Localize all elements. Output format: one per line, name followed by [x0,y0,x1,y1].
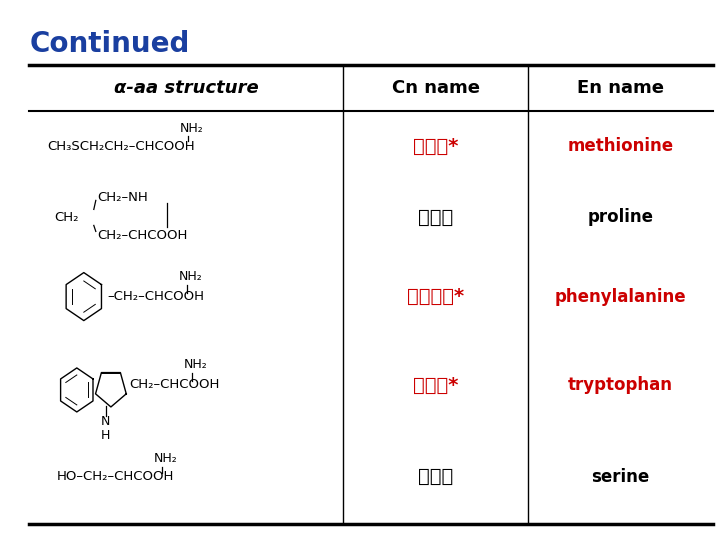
Text: 丝氨酸: 丝氨酸 [418,467,454,486]
Text: H: H [102,429,111,442]
Text: En name: En name [577,79,664,97]
Text: 脓氨酸: 脓氨酸 [418,208,454,227]
Text: N: N [102,415,111,428]
Text: CH₂: CH₂ [54,211,78,224]
Text: methionine: methionine [567,137,673,156]
Text: 苯丙氨酸*: 苯丙氨酸* [408,287,464,306]
Text: proline: proline [588,208,654,226]
Text: Cn name: Cn name [392,79,480,97]
Text: –CH₂–CHCOOH: –CH₂–CHCOOH [107,290,204,303]
Text: CH₂–NH: CH₂–NH [96,191,148,204]
Text: Continued: Continued [30,30,190,58]
Text: HO–CH₂–CHCOOH: HO–CH₂–CHCOOH [57,470,174,483]
Text: tryptophan: tryptophan [568,376,673,394]
Text: phenylalanine: phenylalanine [554,288,686,306]
Text: CH₂–CHCOOH: CH₂–CHCOOH [129,379,220,392]
Text: NH₂: NH₂ [179,270,203,283]
Text: NH₂: NH₂ [184,359,208,372]
Text: NH₂: NH₂ [180,122,204,135]
Text: NH₂: NH₂ [154,453,178,465]
Text: 色氨酸*: 色氨酸* [413,375,459,394]
Text: 蛋氨酸*: 蛋氨酸* [413,137,459,156]
Text: CH₃SCH₂CH₂–CHCOOH: CH₃SCH₂CH₂–CHCOOH [47,140,194,153]
Text: α-aa structure: α-aa structure [114,79,258,97]
Text: CH₂–CHCOOH: CH₂–CHCOOH [96,229,187,242]
Text: serine: serine [591,468,649,486]
